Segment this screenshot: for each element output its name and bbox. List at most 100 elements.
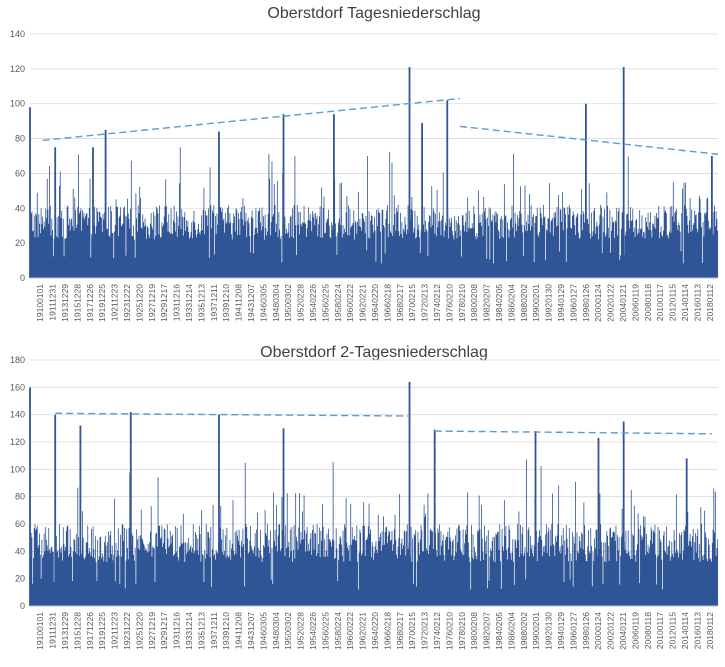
x-tick-label: 20160113 — [692, 612, 702, 649]
chart-title: Oberstdorf Tagesniederschlag — [267, 5, 480, 22]
x-tick-label: 19500302 — [283, 284, 293, 322]
x-tick-label: 19331214 — [184, 612, 194, 650]
peak-bar — [129, 411, 132, 606]
x-tick-label: 19640220 — [370, 612, 380, 650]
x-tick-label: 19191225 — [97, 284, 107, 322]
x-tick-label: 19980126 — [581, 284, 591, 322]
x-tick-label: 19600222 — [345, 284, 355, 322]
peak-bar — [446, 100, 449, 278]
x-tick-label: 19351213 — [196, 612, 206, 650]
trend-line — [55, 412, 410, 417]
x-tick-label: 19151228 — [72, 284, 82, 322]
peak-bar — [29, 387, 31, 606]
y-tick-label: 140 — [10, 410, 25, 420]
x-tick-label: 19331214 — [184, 284, 194, 322]
x-tick-label: 19231222 — [122, 284, 132, 322]
x-tick-label: 19431207 — [246, 284, 256, 322]
x-tick-label: 19500302 — [283, 612, 293, 650]
x-tick-label: 19560225 — [320, 612, 330, 650]
x-tick-label: 19311216 — [172, 284, 182, 321]
peak-bar — [218, 131, 220, 278]
x-tick-label: 20180112 — [705, 284, 715, 321]
peak-bar — [408, 67, 411, 278]
x-tick-label: 19311216 — [172, 612, 182, 649]
x-tick-label: 19351213 — [196, 284, 206, 322]
peak-bar — [29, 107, 31, 278]
y-tick-label: 40 — [15, 203, 25, 213]
x-tick-label: 20040121 — [618, 284, 628, 322]
y-tick-label: 140 — [10, 29, 25, 39]
x-tick-label: 20080118 — [643, 612, 653, 649]
x-tick-label: 19460305 — [258, 284, 268, 322]
x-tick-label: 19600222 — [345, 612, 355, 650]
x-tick-label: 19760210 — [444, 284, 454, 322]
x-tick-label: 19840205 — [494, 284, 504, 322]
x-tick-label: 19100101 — [35, 284, 45, 322]
x-tick-label: 19620221 — [358, 612, 368, 650]
x-tick-label: 19720213 — [420, 284, 430, 322]
x-tick-label: 20140114 — [680, 612, 690, 649]
x-tick-label: 19880202 — [519, 612, 529, 650]
x-tick-label: 19460305 — [258, 612, 268, 650]
x-tick-label: 19720213 — [420, 612, 430, 650]
x-tick-label: 19640220 — [370, 284, 380, 322]
x-tick-label: 19391210 — [221, 284, 231, 322]
x-tick-label: 20000124 — [593, 284, 603, 322]
peak-bar — [534, 431, 537, 606]
y-tick-label: 80 — [15, 492, 25, 502]
x-tick-label: 19700215 — [407, 612, 417, 650]
x-tick-label: 19111231 — [48, 612, 58, 649]
trend-line — [434, 430, 712, 435]
y-tick-label: 0 — [20, 273, 25, 283]
y-tick-label: 100 — [10, 99, 25, 109]
y-tick-label: 20 — [15, 574, 25, 584]
y-tick-label: 60 — [15, 168, 25, 178]
y-tick-label: 100 — [10, 464, 25, 474]
x-tick-label: 19211223 — [110, 284, 120, 321]
x-tick-label: 19800208 — [469, 284, 479, 322]
peak-bar — [54, 147, 57, 278]
x-tick-label: 19960127 — [568, 284, 578, 322]
x-tick-label: 19820207 — [482, 284, 492, 322]
peak-bar — [421, 122, 423, 278]
x-tick-label: 19560225 — [320, 284, 330, 322]
trend-line — [42, 97, 460, 142]
chart-1: Oberstdorf Tagesniederschlag 0 20 40 60 80 100… — [10, 5, 719, 322]
x-tick-label: 19940129 — [556, 612, 566, 650]
peak-bar — [54, 414, 57, 606]
y-tick-label: 160 — [10, 382, 25, 392]
x-tick-label: 19980126 — [581, 612, 591, 650]
x-tick-label: 19411208 — [234, 612, 244, 649]
x-tick-label: 19920130 — [544, 612, 554, 650]
x-tick-label: 20120115 — [668, 284, 678, 321]
peak-bar — [92, 147, 94, 278]
x-tick-label: 20120115 — [668, 612, 678, 649]
peak-bar — [711, 156, 713, 278]
x-tick-label: 19780210 — [457, 612, 467, 650]
x-tick-label: 19680217 — [395, 612, 405, 650]
x-tick-label: 19940129 — [556, 284, 566, 322]
x-tick-label: 19431207 — [246, 612, 256, 650]
peak-bar — [585, 103, 587, 279]
y-tick-label: 120 — [10, 64, 25, 74]
x-tick-label: 19171226 — [85, 284, 95, 322]
x-tick-label: 19100101 — [35, 612, 45, 650]
x-tick-label: 19580224 — [333, 284, 343, 322]
x-tick-label: 20100117 — [655, 284, 665, 321]
x-tick-label: 19131229 — [60, 612, 70, 650]
x-tick-label: 19700215 — [407, 284, 417, 322]
x-tick-label: 19660218 — [382, 612, 392, 650]
x-tick-label: 19680217 — [395, 284, 405, 322]
x-tick-label: 19760210 — [444, 612, 454, 650]
chart-title: Oberstdorf 2-Tagesniederschlag — [260, 344, 488, 361]
x-tick-label: 19780210 — [457, 284, 467, 322]
x-tick-label: 20180112 — [705, 612, 715, 649]
x-tick-label: 19271219 — [147, 612, 157, 650]
peak-bar — [333, 114, 335, 278]
peak-bar — [622, 67, 625, 278]
chart-2: Oberstdorf 2-Tagesniederschlag 0 20 40 60 80 1… — [10, 344, 719, 650]
y-tick-label: 120 — [10, 437, 25, 447]
x-tick-label: 19740212 — [432, 612, 442, 650]
y-tick-label: 20 — [15, 238, 25, 248]
y-tick-label: 0 — [20, 601, 25, 611]
